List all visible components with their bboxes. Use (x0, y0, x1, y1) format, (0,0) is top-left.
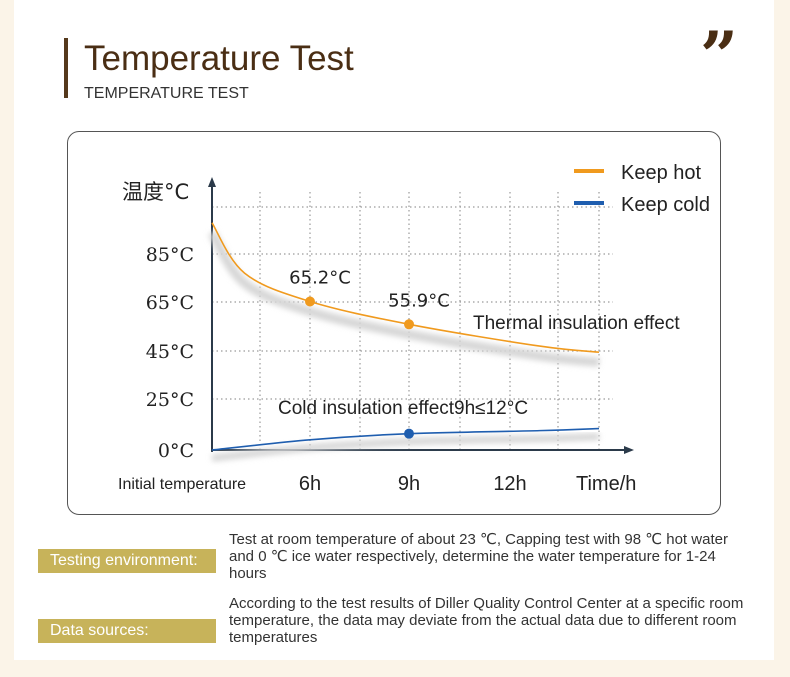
x-tick-label: 12h (493, 473, 526, 495)
data-label: 55.9°C (388, 290, 450, 311)
annotation-thermal: Thermal insulation effect (473, 313, 680, 334)
chart-panel: 温度°C 0°C 25°C 45°C 65°C 85°C Initial temperatu… (67, 131, 721, 515)
y-tick-label: 45°C (146, 341, 194, 363)
x-tick-label: 9h (398, 473, 420, 495)
x-axis-arrow-icon (624, 446, 634, 454)
y-tick-label: 85°C (146, 244, 194, 266)
y-axis-title: 温度°C (122, 180, 189, 204)
legend-label: Keep cold (621, 194, 710, 216)
page-title: Temperature Test (84, 39, 354, 78)
x-axis-title: Time/h (576, 473, 636, 495)
temperature-chart: 温度°C 0°C 25°C 45°C 65°C 85°C Initial temperatu… (118, 162, 710, 495)
series-shadow (208, 230, 600, 367)
page-subtitle: TEMPERATURE TEST (84, 85, 249, 102)
title-accent-bar (64, 38, 68, 98)
testing-environment-label: Testing environment: (38, 549, 216, 573)
keep-hot-line (211, 222, 600, 353)
data-label: 65.2°C (289, 268, 351, 289)
annotation-cold: Cold insulation effect9h≤12°C (278, 398, 528, 419)
keep-hot-point (404, 319, 414, 330)
x-start-label: Initial temperature (118, 476, 246, 493)
data-sources-text: According to the test results of Diller … (229, 595, 744, 646)
y-axis-arrow-icon (208, 177, 216, 187)
data-sources-label: Data sources: (38, 619, 216, 643)
y-tick-label: 65°C (146, 292, 194, 314)
keep-hot-point (305, 296, 315, 307)
y-tick-label: 25°C (146, 389, 194, 411)
testing-environment-text: Test at room temperature of about 23 ℃, … (229, 531, 728, 582)
keep-cold-point (404, 428, 414, 439)
quote-icon: ” (700, 17, 738, 95)
legend-label: Keep hot (621, 162, 702, 184)
y-tick-label: 0°C (158, 440, 194, 462)
x-tick-label: 6h (299, 473, 321, 495)
series-shadow (211, 433, 600, 462)
